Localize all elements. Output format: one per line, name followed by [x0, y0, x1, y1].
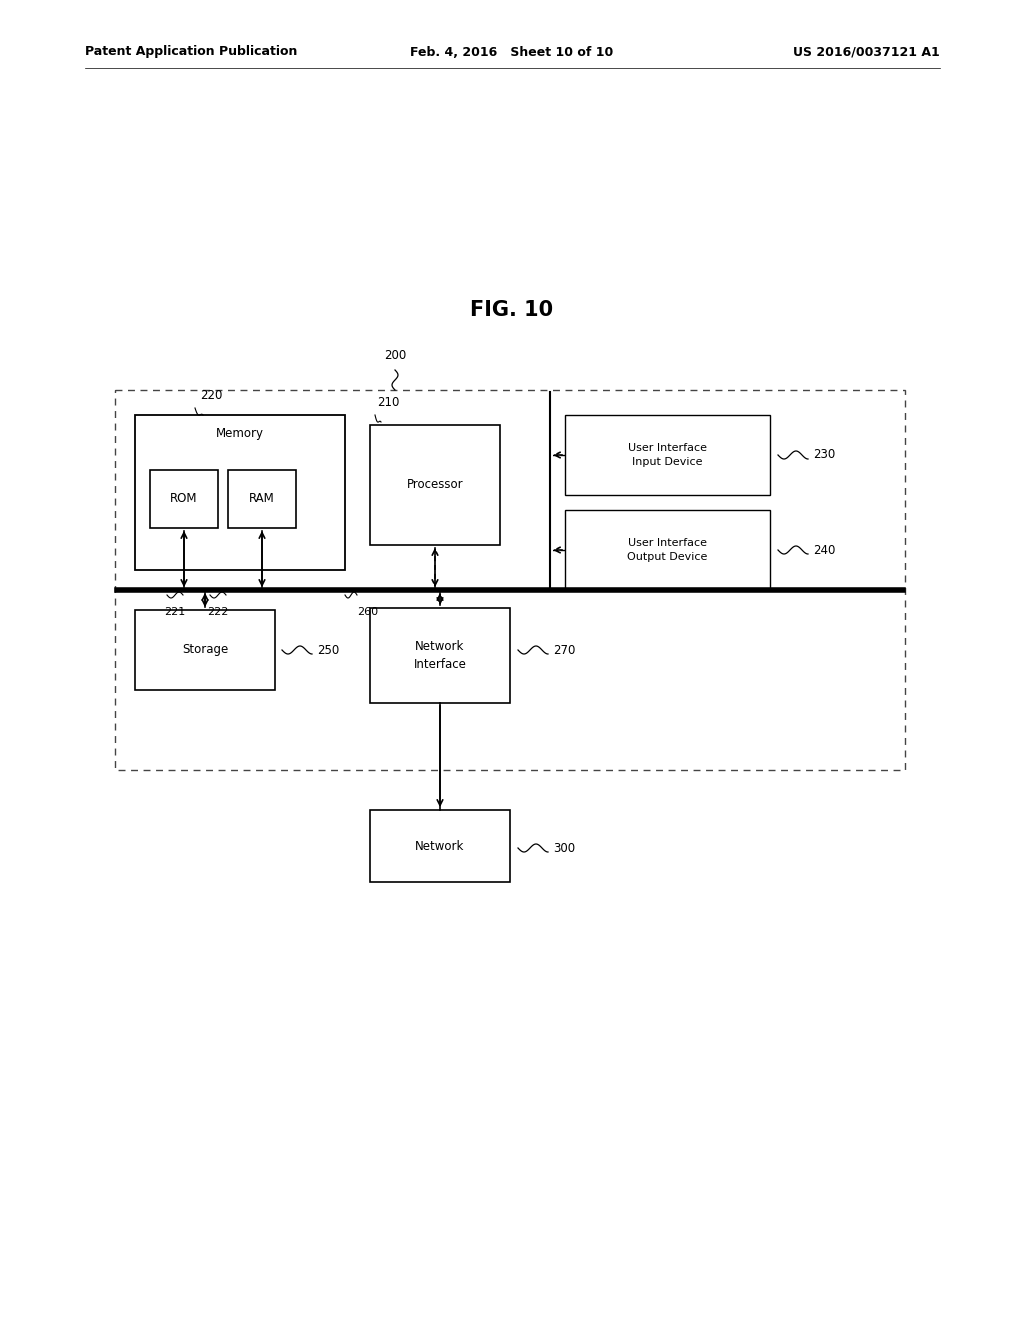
Text: Memory: Memory — [216, 426, 264, 440]
Bar — [565, 510, 770, 590]
Bar — [115, 389, 905, 770]
Text: 240: 240 — [813, 544, 836, 557]
Text: Storage: Storage — [182, 644, 228, 656]
Text: FIG. 10: FIG. 10 — [470, 300, 554, 319]
Bar — [135, 414, 345, 570]
Text: ROM: ROM — [170, 492, 198, 506]
Text: RAM: RAM — [249, 492, 274, 506]
Text: 300: 300 — [553, 842, 575, 854]
Text: 260: 260 — [357, 607, 378, 616]
Bar — [565, 414, 770, 495]
Text: Feb. 4, 2016   Sheet 10 of 10: Feb. 4, 2016 Sheet 10 of 10 — [411, 45, 613, 58]
Text: Network: Network — [416, 840, 465, 853]
Text: 220: 220 — [200, 389, 222, 403]
Text: 270: 270 — [553, 644, 575, 656]
Text: Network
Interface: Network Interface — [414, 640, 467, 671]
Bar — [228, 470, 296, 528]
Text: Patent Application Publication: Patent Application Publication — [85, 45, 297, 58]
Text: 230: 230 — [813, 449, 836, 462]
Text: 222: 222 — [207, 607, 228, 616]
Bar — [370, 609, 510, 704]
Bar — [370, 810, 510, 882]
Text: User Interface
Output Device: User Interface Output Device — [628, 539, 708, 561]
Text: 200: 200 — [384, 348, 407, 362]
Text: 250: 250 — [317, 644, 339, 656]
Text: User Interface
Input Device: User Interface Input Device — [628, 444, 707, 466]
Bar — [135, 610, 275, 690]
Text: US 2016/0037121 A1: US 2016/0037121 A1 — [794, 45, 940, 58]
Bar — [150, 470, 218, 528]
Bar — [370, 425, 500, 545]
Text: 221: 221 — [165, 607, 185, 616]
Text: Processor: Processor — [407, 479, 463, 491]
Text: 210: 210 — [377, 396, 399, 409]
